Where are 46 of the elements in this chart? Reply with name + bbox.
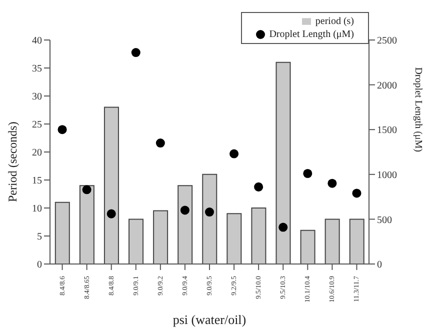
bar <box>54 202 70 264</box>
bar <box>226 213 242 264</box>
y-tick-label: 0 <box>37 260 42 271</box>
bar <box>104 106 119 264</box>
point <box>106 209 116 218</box>
y-tick-label: 25 <box>32 120 42 131</box>
y-tick-label: 20 <box>32 148 42 159</box>
y2-tick-label: 2500 <box>377 36 397 47</box>
point <box>328 178 337 188</box>
point <box>204 208 214 217</box>
point <box>58 125 67 134</box>
x-axis-title: psi (water/oil) <box>172 312 246 327</box>
y2-tick-label: 500 <box>377 214 392 226</box>
y2-tick-label: 1500 <box>377 125 397 136</box>
y-tick-label: 5 <box>37 232 42 243</box>
point <box>352 188 362 198</box>
point <box>156 138 165 148</box>
point <box>180 206 190 215</box>
y2-axis-title: Droplet Length (μM) <box>412 67 424 152</box>
legend-label: Droplet Length (μM) <box>269 29 354 40</box>
bar <box>324 218 340 264</box>
y-tick-label: 35 <box>32 64 42 75</box>
bar <box>178 185 193 264</box>
point <box>131 48 140 58</box>
bar <box>349 218 364 264</box>
bar <box>276 62 291 264</box>
legend-label: period (s) <box>315 16 354 27</box>
y2-tick-label: 1000 <box>377 170 397 181</box>
y-tick-label: 10 <box>32 204 42 215</box>
bar <box>300 230 316 264</box>
point <box>278 222 288 232</box>
bar <box>79 185 94 264</box>
bar <box>251 208 266 264</box>
bar <box>153 210 168 264</box>
y-axis-title: Period (seconds) <box>5 122 20 202</box>
bar <box>128 218 144 264</box>
y-tick-label: 30 <box>32 92 42 103</box>
y-tick-label: 40 <box>32 36 42 47</box>
y2-tick-label: 2000 <box>377 80 397 92</box>
y2-tick-label: 0 <box>377 260 382 271</box>
point <box>230 149 239 158</box>
point <box>82 185 92 194</box>
point <box>254 182 264 192</box>
point <box>303 169 312 178</box>
y-tick-label: 15 <box>32 176 42 187</box>
bar <box>202 174 218 264</box>
